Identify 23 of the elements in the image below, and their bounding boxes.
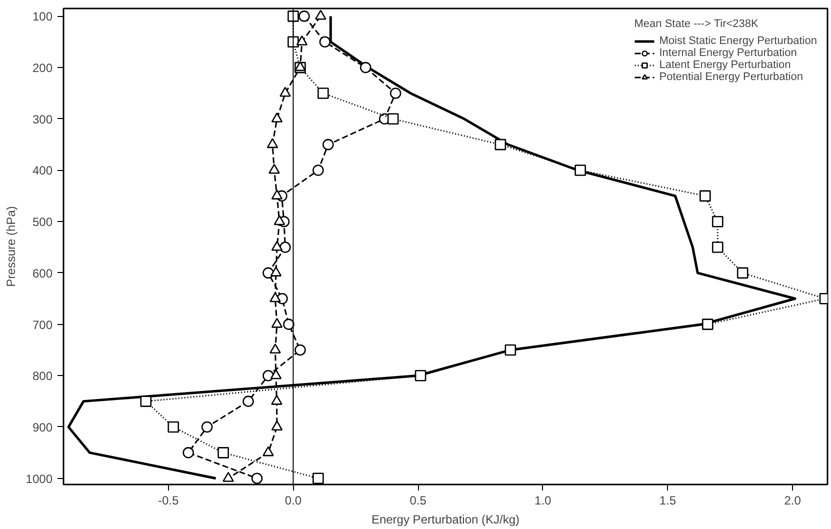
x-tick-label: 1.0 bbox=[534, 494, 552, 508]
x-tick-label: -0.5 bbox=[158, 494, 180, 508]
legend-label: Internal Energy Perturbation bbox=[659, 47, 797, 59]
x-tick-label: 1.5 bbox=[659, 494, 676, 508]
x-tick-label: 2.0 bbox=[784, 494, 802, 508]
x-axis-title: Energy Perturbation (KJ/kg) bbox=[371, 512, 520, 526]
legend-label: Latent Energy Perturbation bbox=[659, 59, 791, 71]
legend-label: Potential Energy Perturbation bbox=[659, 71, 803, 83]
y-tick-label: 400 bbox=[32, 164, 53, 178]
y-tick-label: 700 bbox=[32, 318, 53, 332]
y-tick-label: 300 bbox=[32, 112, 53, 126]
y-tick-label: 900 bbox=[32, 420, 53, 434]
y-tick-label: 200 bbox=[32, 61, 53, 76]
legend-label: Moist Static Energy Perturbation bbox=[659, 35, 817, 47]
legend-title: Mean State ---> Tir<238K bbox=[634, 18, 760, 30]
y-axis-title: Pressure (hPa) bbox=[4, 206, 18, 287]
x-tick-label: 0.0 bbox=[284, 494, 302, 508]
y-tick-label: 800 bbox=[32, 369, 53, 384]
y-tick-label: 500 bbox=[32, 215, 53, 230]
y-tick-label: 1000 bbox=[26, 472, 53, 486]
x-tick-label: 0.5 bbox=[410, 494, 427, 508]
y-tick-label: 600 bbox=[32, 266, 53, 280]
y-tick-label: 100 bbox=[32, 10, 53, 24]
